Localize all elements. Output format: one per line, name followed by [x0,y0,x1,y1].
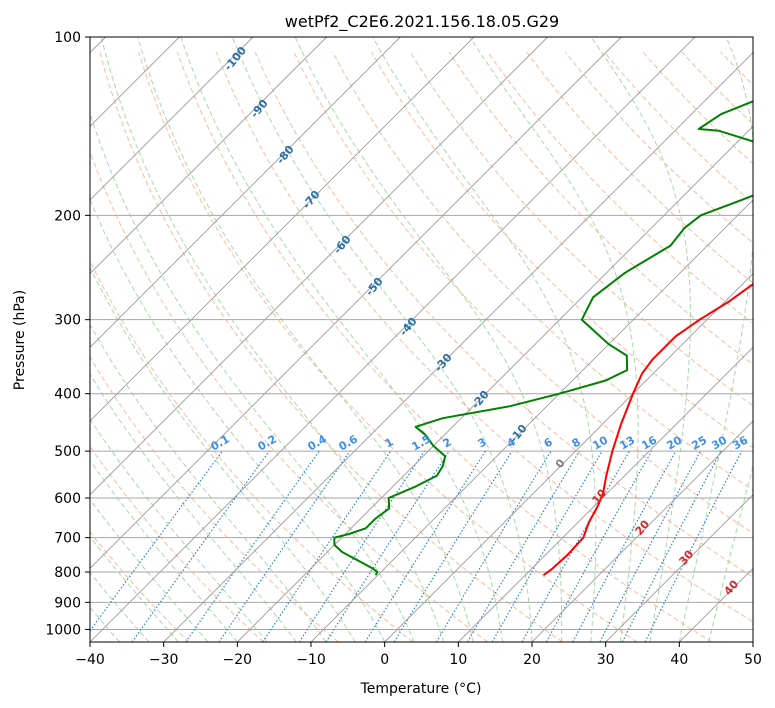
x-axis-ticks: −40 −30 −20 −10 0 10 20 30 40 50 [75,642,762,668]
isotherm-line [90,37,548,496]
y-tick-label: 700 [54,531,81,547]
x-tick-label: −20 [223,652,253,668]
moist-adiabat-line [231,37,533,642]
x-axis-label: Temperature (°C) [360,681,482,697]
mixing-ratio-line [621,450,722,642]
dry-adiabat-line [90,531,190,642]
mixing-ratio-line [364,450,486,642]
dry-adiabat-line [215,51,753,623]
moist-adiabat-line [90,459,238,642]
mixing-ratio-line [435,450,552,642]
plot-frame [89,36,754,643]
profile-series [333,100,753,577]
dry-adiabat-line [99,51,563,642]
moist-adiabat-lines [90,37,753,642]
mixing-ratio-line [572,450,677,642]
isotherm-line [310,199,753,642]
isotherm-line [90,37,254,201]
moist-adiabat-line [90,198,386,642]
dry-adiabat-line [332,51,753,491]
y-tick-label: 1000 [45,622,81,638]
mixing-ratio-line [644,450,743,642]
dry-adiabat-line [448,51,753,366]
dry-adiabat-lines [90,51,753,642]
moist-adiabat-line [90,112,415,642]
y-tick-label: 400 [54,387,81,403]
moist-adiabat-line [469,37,639,642]
moist-adiabat-line [90,418,268,642]
dry-adiabat-line [90,356,339,642]
isotherm-line [605,494,753,642]
x-tick-label: −30 [149,652,179,668]
temperature-profile-line [542,282,753,577]
moist-adiabat-line [90,323,327,642]
mixing-ratio-line [599,450,701,642]
dry-adiabat-line [90,150,488,642]
mixing-ratio-line [325,450,450,642]
mixing-ratio-line [521,450,630,642]
isotherm-line [90,37,475,422]
dry-adiabat-line [90,259,414,642]
y-tick-label: 200 [54,208,81,224]
mixing-ratio-line [393,450,513,642]
mixing-ratio-lines [90,450,743,642]
x-tick-label: 40 [670,652,688,668]
y-tick-label: 600 [54,491,81,507]
x-tick-label: 50 [744,652,762,668]
moist-adiabat-line [90,266,356,642]
y-axis-label: Pressure (hPa) [12,290,28,390]
moist-adiabat-line [678,37,753,642]
x-tick-label: 0 [380,652,389,668]
moist-adiabat-line [90,373,297,642]
dry-adiabat-line [90,445,264,642]
mixing-ratio-line [131,450,270,642]
dry-adiabat-line [293,51,753,534]
mixing-ratio-line [218,450,351,642]
mixing-ratio-line [262,450,392,642]
isotherm-line [90,37,401,348]
moist-adiabat-line [590,37,691,642]
isotherm-line [384,273,753,642]
mixing-ratio-line [90,450,223,632]
isobar-grid [90,37,753,630]
moist-adiabat-line [372,37,597,642]
plot-area [90,37,753,642]
isotherm-line [458,346,753,642]
moist-adiabat-line [180,37,503,642]
x-tick-label: 10 [449,652,467,668]
dry-adiabat-line [370,51,753,449]
moist-adiabat-line [294,37,563,642]
y-axis-ticks: 100 200 300 400 500 600 700 800 900 1000 [45,30,90,638]
y-tick-label: 300 [54,313,81,329]
isotherm-line [90,37,696,642]
y-tick-label: 900 [54,595,81,611]
isotherm-line [90,37,327,275]
moist-adiabat-line [100,37,445,642]
y-tick-label: 100 [54,30,81,46]
chart-title: wetPf2_C2E6.2021.156.18.05.G29 [285,12,559,32]
dewpoint-profile-line [333,100,753,576]
dry-adiabat-line [254,51,753,578]
mixing-ratio-line [545,450,653,642]
dry-adiabat-line [138,51,638,642]
dry-adiabat-line [409,51,753,407]
y-tick-label: 800 [54,565,81,581]
x-tick-label: 30 [597,652,615,668]
mixing-ratio-line [185,450,320,642]
isotherm-line [90,37,622,569]
x-tick-label: 20 [523,652,541,668]
y-tick-label: 500 [54,444,81,460]
isotherm-line [163,52,753,642]
x-tick-label: −40 [75,652,105,668]
x-tick-label: −10 [296,652,326,668]
isotherm-line [531,420,753,642]
